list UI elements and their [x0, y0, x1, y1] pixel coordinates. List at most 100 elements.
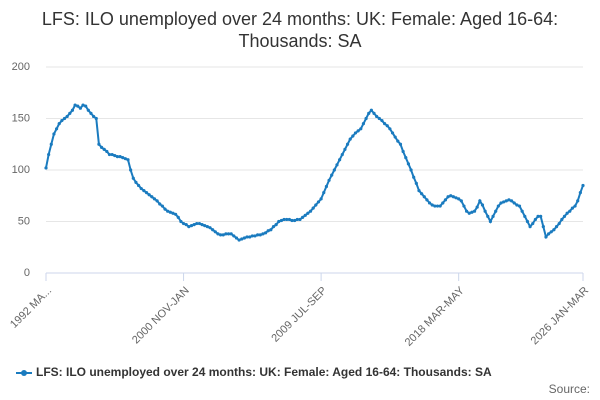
data-point [240, 237, 244, 241]
data-point [279, 218, 284, 223]
data-point [121, 156, 125, 160]
data-point [457, 197, 461, 201]
data-point [147, 193, 151, 197]
data-point [57, 122, 61, 126]
data-point [142, 189, 146, 193]
data-point [139, 186, 143, 191]
data-point [181, 221, 186, 226]
data-point [425, 198, 429, 202]
data-point [152, 197, 157, 201]
data-point [224, 232, 228, 236]
data-point [110, 152, 114, 157]
chart-title: LFS: ILO unemployed over 24 months: UK: … [41, 9, 559, 51]
data-point [89, 111, 93, 115]
data-point [581, 183, 585, 188]
data-point [306, 211, 310, 215]
data-point [205, 225, 209, 229]
data-point [285, 217, 289, 222]
data-point [523, 214, 527, 218]
data-point [372, 111, 376, 115]
data-point [126, 158, 130, 162]
data-point [459, 199, 463, 203]
data-point [404, 156, 408, 160]
data-point [517, 204, 522, 208]
data-point [554, 225, 559, 229]
data-point [454, 196, 458, 200]
data-point [396, 139, 400, 143]
data-point [380, 118, 384, 123]
data-point [465, 209, 469, 213]
data-point [221, 233, 225, 237]
data-point [332, 168, 336, 172]
data-point [298, 217, 302, 222]
y-tick-label: 100 [12, 164, 30, 176]
data-point [356, 129, 360, 133]
data-point [502, 200, 506, 204]
data-point [491, 214, 495, 218]
data-point [295, 217, 299, 222]
data-point [504, 199, 508, 203]
data-point [232, 234, 236, 238]
legend-marker [21, 370, 27, 376]
data-point [398, 142, 403, 146]
data-point [208, 226, 212, 230]
data-point [364, 116, 368, 121]
data-point [345, 142, 350, 146]
data-point [171, 211, 175, 215]
data-point [369, 108, 373, 112]
data-point [256, 233, 260, 237]
data-point [472, 209, 477, 213]
data-point [406, 162, 411, 166]
data-point [213, 230, 217, 234]
data-point [409, 168, 413, 172]
data-point [123, 157, 127, 161]
data-point [494, 209, 498, 213]
data-point [390, 131, 395, 135]
data-point [324, 184, 329, 189]
data-point [86, 108, 90, 112]
data-point [570, 206, 575, 210]
data-point [562, 214, 567, 218]
data-point [351, 134, 355, 138]
data-point [70, 108, 75, 112]
data-point [475, 205, 479, 209]
data-point [184, 222, 188, 227]
data-point [189, 224, 194, 228]
data-point [54, 127, 59, 131]
data-point [544, 235, 548, 239]
data-point [359, 127, 363, 131]
data-point [568, 209, 572, 213]
data-point [258, 233, 262, 237]
data-point [565, 211, 569, 215]
data-point [467, 211, 471, 215]
data-point [377, 116, 381, 121]
data-point [49, 142, 53, 146]
data-point [81, 103, 85, 107]
x-tick-label: 2009 JUL-SEP [269, 285, 329, 345]
data-point [314, 203, 318, 207]
data-point [488, 219, 493, 224]
data-point [187, 225, 191, 229]
data-point [102, 147, 106, 151]
data-point [76, 104, 80, 108]
data-point [311, 206, 315, 210]
data-point [441, 201, 445, 205]
data-point [129, 168, 133, 172]
series-line [45, 103, 584, 242]
data-point [271, 225, 276, 229]
data-point [113, 153, 117, 158]
data-point [136, 183, 141, 188]
data-point [94, 116, 98, 121]
data-point [343, 147, 347, 151]
data-point [335, 163, 339, 167]
x-tick-label: 1992 MA... [8, 285, 54, 331]
data-point [385, 124, 389, 128]
data-point [234, 236, 239, 240]
data-point [578, 191, 582, 195]
legend-label: LFS: ILO unemployed over 24 months: UK: … [36, 365, 492, 379]
data-point [507, 198, 511, 202]
data-point [576, 199, 580, 203]
data-point [420, 192, 424, 196]
data-point [78, 106, 82, 110]
